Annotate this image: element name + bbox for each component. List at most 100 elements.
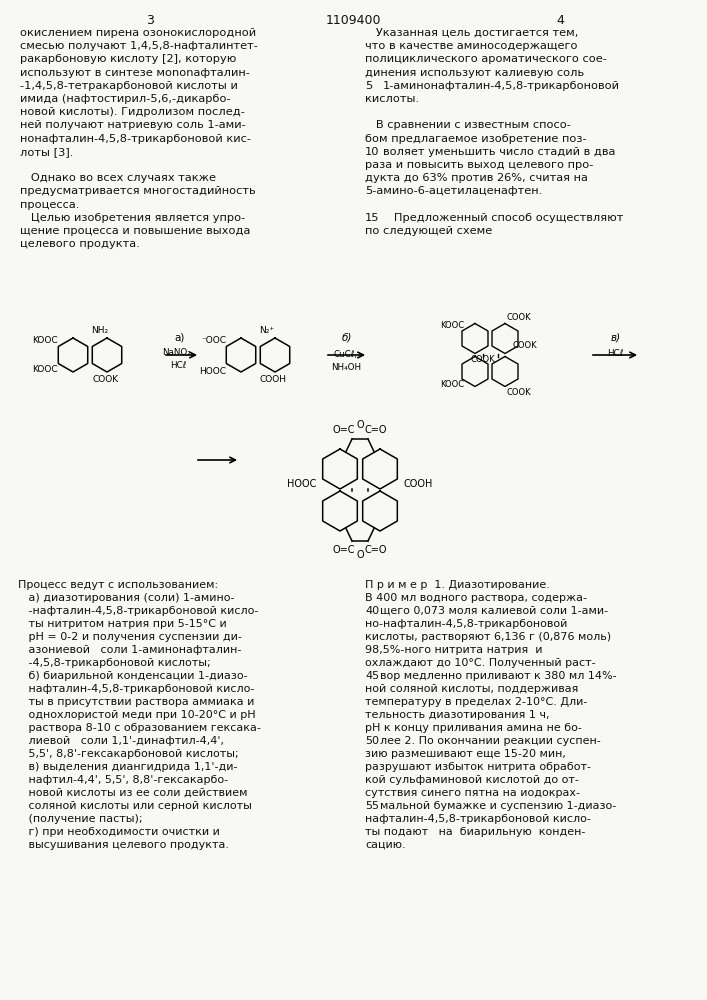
Text: -нафталин-4,5,8-трикарбоновой кисло-: -нафталин-4,5,8-трикарбоновой кисло- — [18, 606, 258, 616]
Text: В сравнении с известным спосо-: В сравнении с известным спосо- — [365, 120, 571, 130]
Text: мальной бумажке и суспензию 1-диазо-: мальной бумажке и суспензию 1-диазо- — [380, 801, 617, 811]
Text: азониевой   соли 1-аминонафталин-: азониевой соли 1-аминонафталин- — [18, 645, 241, 655]
Text: новой кислоты из ее соли действием: новой кислоты из ее соли действием — [18, 788, 247, 798]
Text: 1-аминонафталин-4,5,8-трикарбоновой: 1-аминонафталин-4,5,8-трикарбоновой — [383, 81, 620, 91]
Text: динения используют калиевую соль: динения используют калиевую соль — [365, 68, 584, 78]
Text: нонафталин-4,5,8-трикарбоновой кис-: нонафталин-4,5,8-трикарбоновой кис- — [20, 134, 251, 144]
Text: pH = 0-2 и получения суспензии ди-: pH = 0-2 и получения суспензии ди- — [18, 632, 242, 642]
Text: Целью изобретения является упро-: Целью изобретения является упро- — [20, 213, 245, 223]
Text: 55: 55 — [365, 801, 379, 811]
Text: CuCℓ,: CuCℓ, — [334, 350, 358, 359]
Text: лее 2. По окончании реакции суспен-: лее 2. По окончании реакции суспен- — [380, 736, 601, 746]
Text: 4: 4 — [556, 14, 564, 27]
Text: рН к концу приливания амина не бо-: рН к концу приливания амина не бо- — [365, 723, 582, 733]
Text: в): в) — [611, 332, 621, 342]
Text: COOK: COOK — [92, 375, 118, 384]
Text: HCℓ: HCℓ — [170, 361, 186, 370]
Text: В 400 мл водного раствора, содержа-: В 400 мл водного раствора, содержа- — [365, 593, 587, 603]
Text: по следующей схеме: по следующей схеме — [365, 226, 492, 236]
Text: NaNO₂,: NaNO₂, — [163, 349, 194, 358]
Text: C=O: C=O — [365, 425, 387, 435]
Text: щение процесса и повышение выхода: щение процесса и повышение выхода — [20, 226, 250, 236]
Text: HCℓ: HCℓ — [607, 350, 623, 359]
Text: Указанная цель достигается тем,: Указанная цель достигается тем, — [365, 28, 578, 38]
Text: имида (нафтостирил-5,6,-дикарбо-: имида (нафтостирил-5,6,-дикарбо- — [20, 94, 230, 104]
Text: ты подают   на  биарильную  конден-: ты подают на биарильную конден- — [365, 827, 585, 837]
Text: Предложенный способ осуществляют: Предложенный способ осуществляют — [383, 213, 624, 223]
Text: полициклического ароматического сое-: полициклического ароматического сое- — [365, 54, 607, 64]
Text: охлаждают до 10°С. Полученный раст-: охлаждают до 10°С. Полученный раст- — [365, 658, 595, 668]
Text: нафталин-4,5,8-трикарбоновой кисло-: нафталин-4,5,8-трикарбоновой кисло- — [18, 684, 255, 694]
Text: б): б) — [341, 332, 352, 342]
Text: что в качестве аминосодержащего: что в качестве аминосодержащего — [365, 41, 578, 51]
Text: KOOC: KOOC — [440, 321, 464, 330]
Text: нафтил-4,4', 5,5', 8,8'-гексакарбо-: нафтил-4,4', 5,5', 8,8'-гексакарбо- — [18, 775, 228, 785]
Text: O=C: O=C — [333, 545, 355, 555]
Text: однохлористой меди при 10-20°С и рН: однохлористой меди при 10-20°С и рН — [18, 710, 256, 720]
Text: сутствия синего пятна на иодокрах-: сутствия синего пятна на иодокрах- — [365, 788, 580, 798]
Text: щего 0,073 моля калиевой соли 1-ами-: щего 0,073 моля калиевой соли 1-ами- — [380, 606, 608, 616]
Text: O: O — [356, 420, 364, 430]
Text: ракарбоновую кислоту [2], которую: ракарбоновую кислоту [2], которую — [20, 54, 236, 64]
Text: в) выделения диангидрида 1,1'-ди-: в) выделения диангидрида 1,1'-ди- — [18, 762, 238, 772]
Text: ⁻OOC: ⁻OOC — [201, 336, 226, 345]
Text: бом предлагаемое изобретение поз-: бом предлагаемое изобретение поз- — [365, 134, 587, 144]
Text: 40: 40 — [365, 606, 379, 616]
Text: сацию.: сацию. — [365, 840, 406, 850]
Text: кислоты.: кислоты. — [365, 94, 419, 104]
Text: г) при необходимости очистки и: г) при необходимости очистки и — [18, 827, 220, 837]
Text: раствора 8-10 с образованием гексака-: раствора 8-10 с образованием гексака- — [18, 723, 261, 733]
Text: соляной кислоты или серной кислоты: соляной кислоты или серной кислоты — [18, 801, 252, 811]
Text: ты нитритом натрия при 5-15°С и: ты нитритом натрия при 5-15°С и — [18, 619, 227, 629]
Text: C=O: C=O — [365, 545, 387, 555]
Text: окислением пирена озонокислородной: окислением пирена озонокислородной — [20, 28, 256, 38]
Text: вор медленно приливают к 380 мл 14%-: вор медленно приливают к 380 мл 14%- — [380, 671, 617, 681]
Text: 15: 15 — [365, 213, 380, 223]
Text: ней получают натриевую соль 1-ами-: ней получают натриевую соль 1-ами- — [20, 120, 246, 130]
Text: COOH: COOH — [404, 479, 433, 489]
Text: нафталин-4,5,8-трикарбоновой кисло-: нафталин-4,5,8-трикарбоновой кисло- — [365, 814, 591, 824]
Text: зию размешивают еще 15-20 мин,: зию размешивают еще 15-20 мин, — [365, 749, 566, 759]
Text: 50: 50 — [365, 736, 379, 746]
Text: кой сульфаминовой кислотой до от-: кой сульфаминовой кислотой до от- — [365, 775, 579, 785]
Text: лоты [3].: лоты [3]. — [20, 147, 74, 157]
Text: 98,5%-ного нитрита натрия  и: 98,5%-ного нитрита натрия и — [365, 645, 542, 655]
Text: COOK: COOK — [513, 342, 537, 351]
Text: KOOC: KOOC — [32, 365, 58, 374]
Text: Однако во всех случаях также: Однако во всех случаях также — [20, 173, 216, 183]
Text: COOK: COOK — [470, 355, 495, 364]
Text: температуру в пределах 2-10°С. Дли-: температуру в пределах 2-10°С. Дли- — [365, 697, 588, 707]
Text: предусматривается многостадийность: предусматривается многостадийность — [20, 186, 256, 196]
Text: 5-амино-6-ацетилаценафтен.: 5-амино-6-ацетилаценафтен. — [365, 186, 542, 196]
Text: NH₄OH: NH₄OH — [331, 362, 361, 371]
Text: дукта до 63% против 26%, считая на: дукта до 63% против 26%, считая на — [365, 173, 588, 183]
Text: новой кислоты). Гидролизом послед-: новой кислоты). Гидролизом послед- — [20, 107, 245, 117]
Text: но-нафталин-4,5,8-трикарбоновой: но-нафталин-4,5,8-трикарбоновой — [365, 619, 568, 629]
Text: используют в синтезе мononафталин-: используют в синтезе мononафталин- — [20, 68, 250, 78]
Text: N₂⁺: N₂⁺ — [259, 326, 274, 335]
Text: тельность диазотирования 1 ч,: тельность диазотирования 1 ч, — [365, 710, 549, 720]
Text: COOK: COOK — [506, 388, 531, 397]
Text: смесью получают 1,4,5,8-нафталинтет-: смесью получают 1,4,5,8-нафталинтет- — [20, 41, 258, 51]
Text: -4,5,8-трикарбоновой кислоты;: -4,5,8-трикарбоновой кислоты; — [18, 658, 211, 668]
Text: а): а) — [175, 332, 185, 342]
Text: 5,5', 8,8'-гексакарбоновой кислоты;: 5,5', 8,8'-гексакарбоновой кислоты; — [18, 749, 239, 759]
Text: 10: 10 — [365, 147, 380, 157]
Text: COOH: COOH — [259, 375, 287, 384]
Text: Процесс ведут с использованием:: Процесс ведут с использованием: — [18, 580, 218, 590]
Text: O=C: O=C — [333, 425, 355, 435]
Text: (получение пасты);: (получение пасты); — [18, 814, 143, 824]
Text: ной соляной кислоты, поддерживая: ной соляной кислоты, поддерживая — [365, 684, 578, 694]
Text: кислоты, растворяют 6,136 г (0,876 моль): кислоты, растворяют 6,136 г (0,876 моль) — [365, 632, 611, 642]
Text: 5: 5 — [365, 81, 373, 91]
Text: HOOC: HOOC — [286, 479, 316, 489]
Text: б) биарильной конденсации 1-диазо-: б) биарильной конденсации 1-диазо- — [18, 671, 247, 681]
Text: O: O — [356, 550, 364, 560]
Text: KOOC: KOOC — [440, 380, 464, 389]
Text: процесса.: процесса. — [20, 200, 79, 210]
Text: -1,4,5,8-тетракарбоновой кислоты и: -1,4,5,8-тетракарбоновой кислоты и — [20, 81, 238, 91]
Text: 1109400: 1109400 — [325, 14, 381, 27]
Text: NH₂: NH₂ — [91, 326, 108, 335]
Text: COOK: COOK — [506, 313, 531, 322]
Text: KOOC: KOOC — [32, 336, 58, 345]
